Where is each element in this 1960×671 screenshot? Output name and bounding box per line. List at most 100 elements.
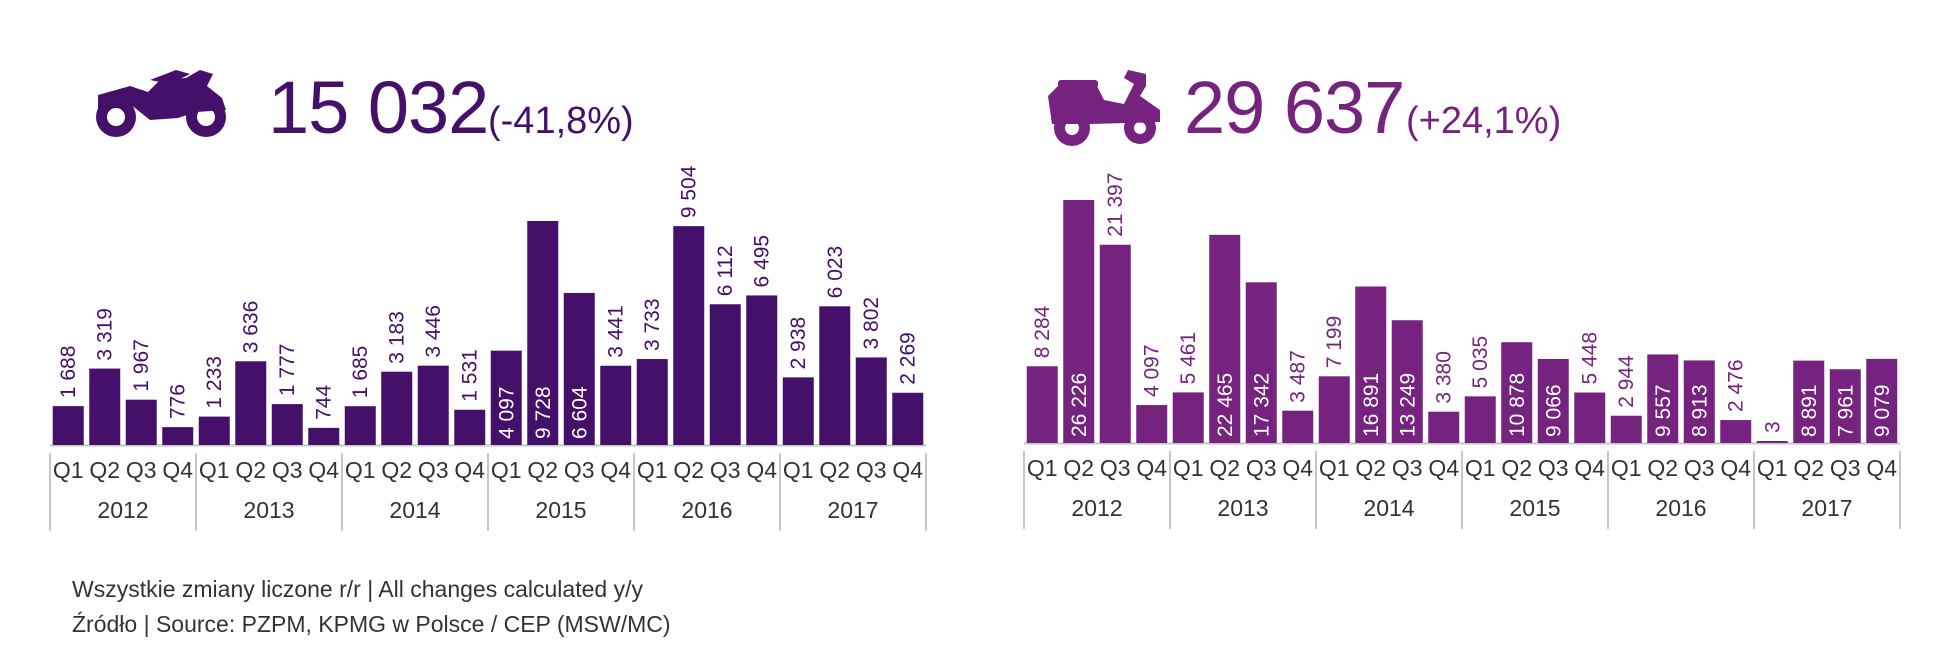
data-label: 3 319: [94, 308, 117, 361]
year-label: 2012: [1071, 495, 1122, 521]
quarter-label: Q3: [1100, 455, 1131, 481]
bar: [709, 304, 741, 445]
data-label: 6 495: [751, 235, 774, 288]
year-label: 2013: [1217, 495, 1268, 521]
data-label: 6 112: [714, 245, 737, 296]
bar: [1318, 376, 1350, 443]
data-label: 17 342: [1250, 373, 1273, 437]
quarter-label: Q4: [1720, 455, 1751, 481]
bar: [892, 392, 924, 445]
quarter-label: Q3: [418, 457, 449, 483]
quarter-label: Q1: [1465, 455, 1496, 481]
bar: [235, 361, 267, 445]
quarter-label: Q2: [1647, 455, 1678, 481]
quarter-label: Q2: [1209, 455, 1240, 481]
year-label: 2012: [97, 497, 148, 523]
quarter-label: Q2: [1063, 455, 1094, 481]
bar: [125, 399, 157, 445]
data-label: 1 685: [349, 346, 372, 399]
data-label: 10 878: [1506, 373, 1529, 437]
quarter-label: Q1: [1173, 455, 1204, 481]
quarter-label: Q3: [1246, 455, 1277, 481]
data-label: 3 441: [605, 305, 628, 358]
quarter-label: Q1: [1757, 455, 1788, 481]
bar: [1099, 244, 1131, 443]
quarter-label: Q3: [1392, 455, 1423, 481]
quarter-label: Q3: [126, 457, 157, 483]
data-label: 22 465: [1214, 373, 1237, 437]
quarter-label: Q3: [1538, 455, 1569, 481]
bar: [1026, 366, 1058, 443]
bar: [1355, 286, 1387, 443]
moto-change: (-41,8%): [488, 100, 634, 142]
quarter-label: Q1: [491, 457, 522, 483]
bar: [271, 404, 303, 445]
year-label: 2016: [681, 497, 732, 523]
quarter-label: Q2: [527, 457, 558, 483]
footnote-source: Źródło | Source: PZPM, KPMG w Polsce / C…: [72, 611, 671, 637]
bar: [1610, 415, 1642, 443]
data-label: 744: [313, 385, 336, 420]
bar: [308, 427, 340, 445]
bar: [1574, 392, 1606, 443]
bar: [52, 406, 84, 445]
bar: [1829, 369, 1861, 443]
bar: [417, 365, 449, 445]
quarter-label: Q4: [746, 457, 777, 483]
year-label: 2017: [1801, 495, 1852, 521]
bar: [1537, 358, 1569, 443]
data-label: 1 688: [57, 346, 80, 399]
year-label: 2015: [535, 497, 586, 523]
bar: [1866, 358, 1898, 443]
bar: [746, 295, 778, 445]
bar: [636, 359, 668, 445]
bar: [1756, 441, 1788, 443]
year-label: 2015: [1509, 495, 1560, 521]
bar: [1391, 320, 1423, 443]
bar: [89, 368, 121, 445]
data-label: 9 079: [1871, 384, 1894, 437]
data-label: 8 891: [1798, 384, 1821, 437]
quarter-label: Q4: [600, 457, 631, 483]
data-label: 9 066: [1542, 384, 1565, 437]
bar: [1428, 411, 1460, 443]
bar: [1464, 396, 1496, 443]
quarter-label: Q4: [1428, 455, 1459, 481]
scooter-icon: [1048, 70, 1160, 146]
quarter-label: Q4: [308, 457, 339, 483]
quarter-label: Q3: [564, 457, 595, 483]
quarter-label: Q3: [856, 457, 887, 483]
bar: [527, 221, 559, 445]
data-label: 21 397: [1104, 173, 1127, 237]
data-label: 4 097: [495, 386, 518, 439]
motorcycle-icon: [96, 70, 226, 137]
scooter-change: (+24,1%): [1406, 100, 1561, 142]
quarter-label: Q2: [381, 457, 412, 483]
data-label: 3 802: [860, 297, 883, 350]
data-label: 3 446: [422, 305, 445, 358]
year-label: 2013: [243, 497, 294, 523]
data-label: 3 733: [641, 298, 664, 351]
bar: [198, 416, 230, 445]
bar: [162, 427, 194, 445]
bar: [1501, 342, 1533, 443]
quarter-label: Q4: [1136, 455, 1167, 481]
data-label: 9 728: [532, 386, 555, 439]
moto-total: 15 032: [268, 66, 488, 149]
data-label: 3 183: [386, 311, 409, 364]
quarter-label: Q3: [1830, 455, 1861, 481]
data-label: 1 233: [203, 356, 226, 409]
data-label: 1 531: [459, 349, 482, 402]
bar: [344, 406, 376, 445]
bar: [1683, 360, 1715, 443]
quarter-label: Q1: [1027, 455, 1058, 481]
year-label: 2014: [389, 497, 440, 523]
quarter-label: Q1: [783, 457, 814, 483]
quarter-label: Q2: [819, 457, 850, 483]
bar: [1209, 234, 1241, 443]
data-label: 3 487: [1287, 350, 1310, 403]
bar: [1136, 405, 1168, 443]
quarter-label: Q4: [1282, 455, 1313, 481]
quarter-label: Q2: [235, 457, 266, 483]
